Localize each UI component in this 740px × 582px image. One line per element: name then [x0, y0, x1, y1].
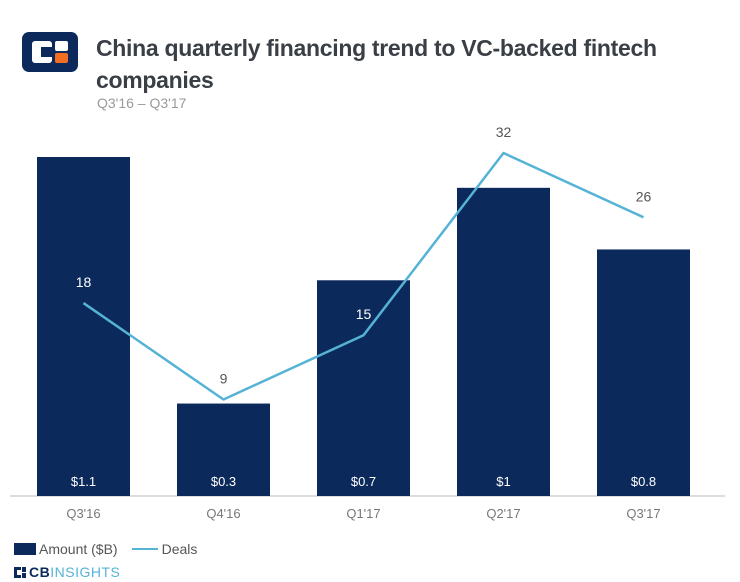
bar-value-label: $1 [496, 474, 510, 489]
deals-value-label: 32 [496, 124, 512, 140]
deals-value-label: 26 [636, 188, 652, 204]
brand-cb: CB [29, 564, 51, 580]
chart-subtitle: Q3'16 – Q3'17 [97, 95, 187, 111]
chart-title: China quarterly financing trend to VC-ba… [96, 35, 657, 93]
deals-value-label: 15 [356, 306, 372, 322]
legend-deals-label: Deals [161, 541, 198, 557]
deals-value-label: 9 [220, 371, 228, 387]
bar-value-label: $0.3 [211, 474, 236, 489]
legend-deals-swatch [131, 548, 158, 550]
x-tick-label: Q1'17 [346, 506, 380, 521]
bar-q416 [177, 403, 270, 496]
legend-amount-swatch [14, 543, 36, 555]
deals-line [82, 151, 645, 401]
x-tick-label: Q3'16 [66, 506, 100, 521]
bar-q217 [457, 187, 550, 496]
deals-value-label: 18 [76, 274, 92, 290]
x-tick-label: Q3'17 [626, 506, 660, 521]
cb-insights-logo [22, 32, 78, 72]
brand-footer: CB INSIGHTS [14, 564, 120, 580]
bar-q317 [597, 249, 690, 496]
legend: Amount ($B) Deals [14, 541, 197, 557]
cb-brand-icon [14, 566, 26, 578]
combo-chart: $1.1 Q3'16 $0.3 Q4'16 $0.7 Q1'17 $1 Q2'17 $0.8 Q3… [10, 124, 725, 521]
x-tick-label: Q4'16 [206, 506, 240, 521]
bar-q316 [37, 157, 130, 496]
bar-value-label: $1.1 [71, 474, 96, 489]
x-tick-label: Q2'17 [486, 506, 520, 521]
bar-value-label: $0.8 [631, 474, 656, 489]
legend-amount-label: Amount ($B) [39, 541, 118, 557]
bar-q117 [317, 280, 410, 496]
brand-insights: INSIGHTS [50, 564, 121, 580]
bar-value-label: $0.7 [351, 474, 376, 489]
